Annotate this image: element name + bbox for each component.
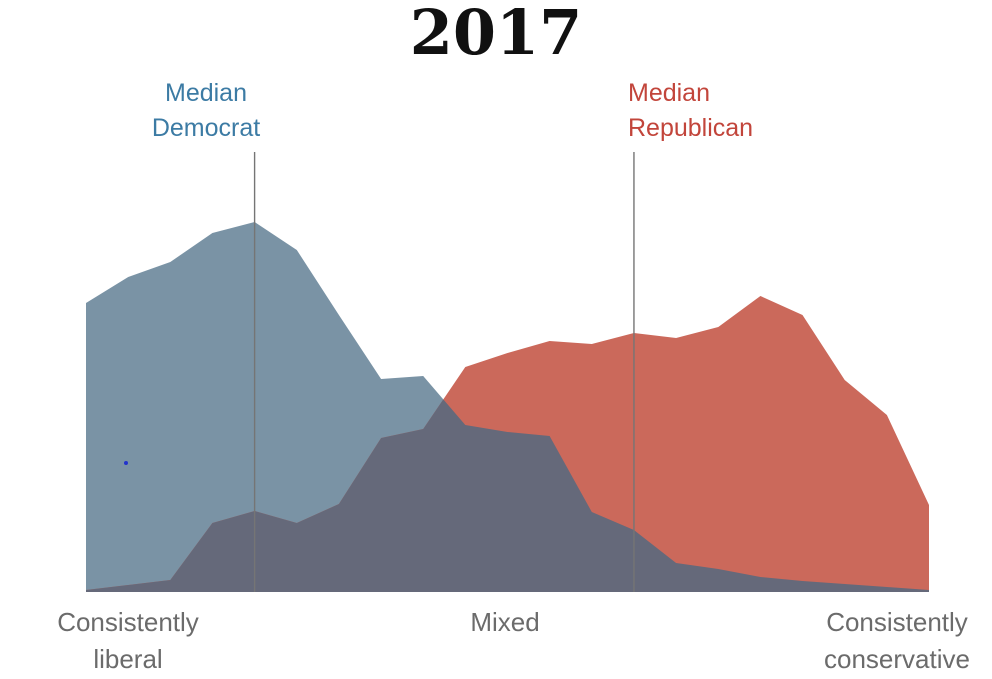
median-democrat-label: Median Democrat (152, 76, 260, 146)
x-axis-label-left-line1: Consistently (57, 607, 199, 637)
chart-title: 2017 (409, 0, 583, 69)
stray-blue-dot (124, 461, 128, 465)
median-republican-label-line2: Republican (628, 114, 754, 142)
median-republican-label: Median Republican (628, 76, 753, 146)
x-axis-label-center-line1: Mixed (470, 607, 540, 637)
overlap-area (86, 399, 929, 592)
x-axis-label-left-line2: liberal (93, 644, 163, 674)
x-axis-label-right-line2: conservative (824, 644, 970, 674)
x-axis-label-right-line1: Consistently (826, 607, 968, 637)
median-republican-label-line1: Median (628, 79, 710, 107)
x-axis-label-consistently-conservative: Consistently conservative (824, 604, 970, 678)
x-axis-label-mixed: Mixed (470, 604, 539, 641)
median-democrat-label-line1: Median (165, 79, 247, 107)
democrat-area (86, 222, 929, 592)
x-axis-label-consistently-liberal: Consistently liberal (57, 604, 199, 678)
median-democrat-label-line2: Democrat (151, 114, 261, 142)
